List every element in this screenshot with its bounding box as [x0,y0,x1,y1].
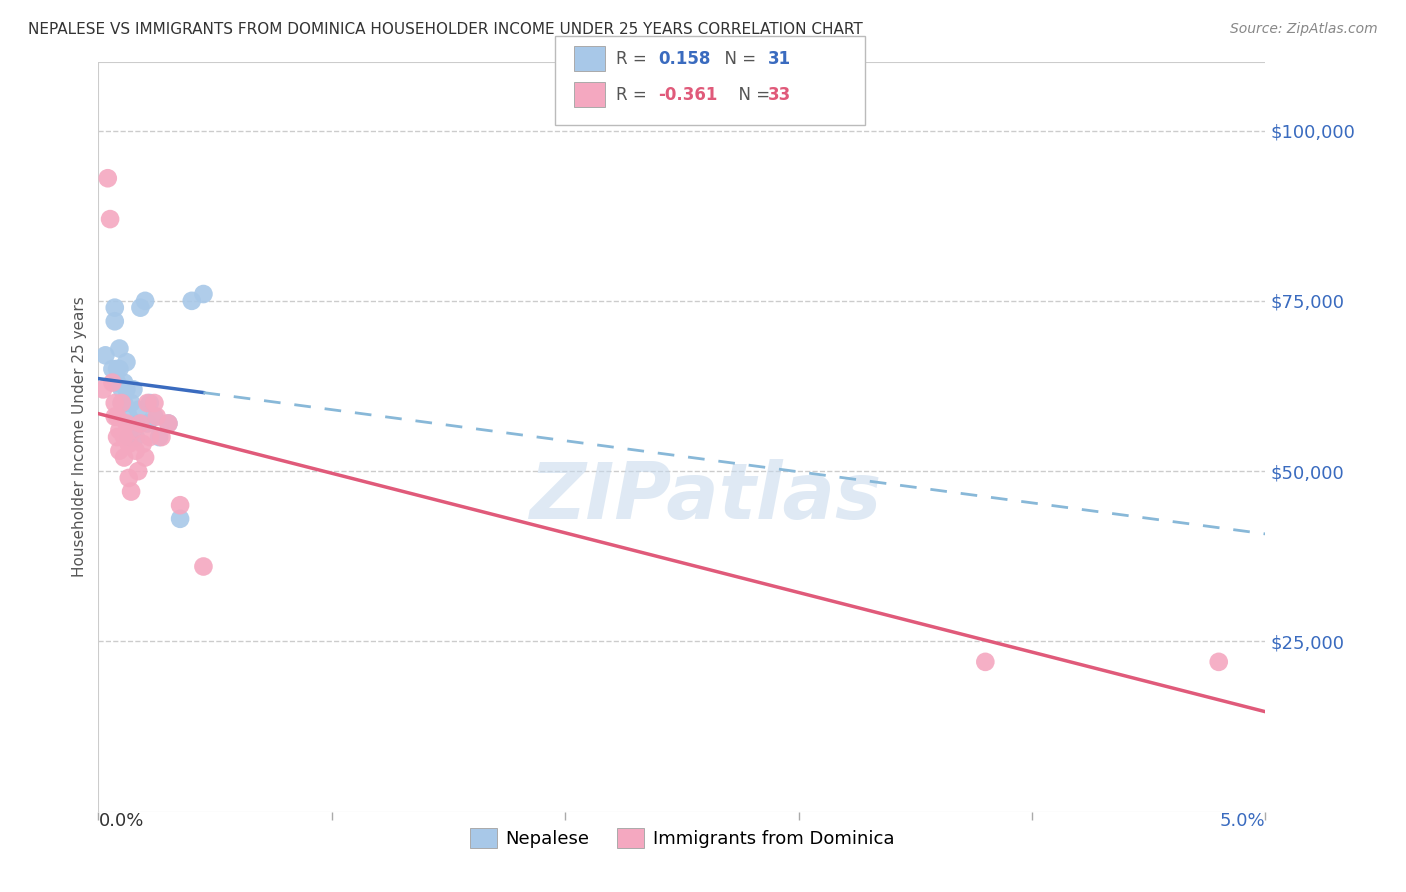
Point [105,430,128,444]
Point [125,430,148,444]
Text: 5.0%: 5.0% [1220,812,1265,830]
Point [193,287,215,301]
Point [136,396,159,410]
Point [134,293,156,308]
Point [111,396,134,410]
Point [143,396,166,410]
Y-axis label: Householder Income Under 25 years: Householder Income Under 25 years [72,297,87,577]
Point [150,430,173,444]
Point [112,430,135,444]
Text: R =: R = [616,86,652,103]
Point [104,301,127,315]
Point [169,512,191,526]
Point [125,443,148,458]
Point [136,417,159,431]
Point [127,464,149,478]
Point [111,396,134,410]
Text: N =: N = [714,50,762,68]
Point [105,376,128,390]
Point [97,171,120,186]
Point [129,301,152,315]
Point [146,409,169,424]
Point [157,417,180,431]
Point [122,383,145,397]
Point [104,409,127,424]
Point [101,362,124,376]
Point [108,362,131,376]
Point [112,396,135,410]
Point [139,396,162,410]
Point [115,383,138,397]
Point [148,430,170,444]
Point [115,417,138,431]
Text: 33: 33 [768,86,792,103]
Point [94,348,117,362]
Point [120,396,142,410]
Point [105,362,128,376]
Point [104,314,127,328]
Point [127,402,149,417]
Point [169,498,191,512]
Point [112,450,135,465]
Point [122,423,145,437]
Text: 0.158: 0.158 [658,50,710,68]
Point [104,396,127,410]
Point [974,655,997,669]
Point [98,212,121,227]
Point [118,409,141,424]
Text: N =: N = [728,86,776,103]
Legend: Nepalese, Immigrants from Dominica: Nepalese, Immigrants from Dominica [463,821,901,855]
Text: Source: ZipAtlas.com: Source: ZipAtlas.com [1230,22,1378,37]
Point [125,417,148,431]
Text: R =: R = [616,50,652,68]
Point [111,383,134,397]
Point [118,430,141,444]
Text: -0.361: -0.361 [658,86,717,103]
Point [101,376,124,390]
Point [129,417,152,431]
Point [134,450,156,465]
Point [1208,655,1230,669]
Text: 0.0%: 0.0% [98,812,143,830]
Point [108,342,131,356]
Point [157,417,180,431]
Point [132,437,155,451]
Point [115,355,138,369]
Text: 31: 31 [768,50,790,68]
Point [108,423,131,437]
Point [112,376,135,390]
Point [143,409,166,424]
Point [108,443,131,458]
Text: NEPALESE VS IMMIGRANTS FROM DOMINICA HOUSEHOLDER INCOME UNDER 25 YEARS CORRELATI: NEPALESE VS IMMIGRANTS FROM DOMINICA HOU… [28,22,863,37]
Point [118,471,141,485]
Point [139,430,162,444]
Text: ZIPatlas: ZIPatlas [529,459,882,535]
Point [120,484,142,499]
Point [180,293,202,308]
Point [118,437,141,451]
Point [105,409,128,424]
Point [193,559,215,574]
Point [91,383,114,397]
